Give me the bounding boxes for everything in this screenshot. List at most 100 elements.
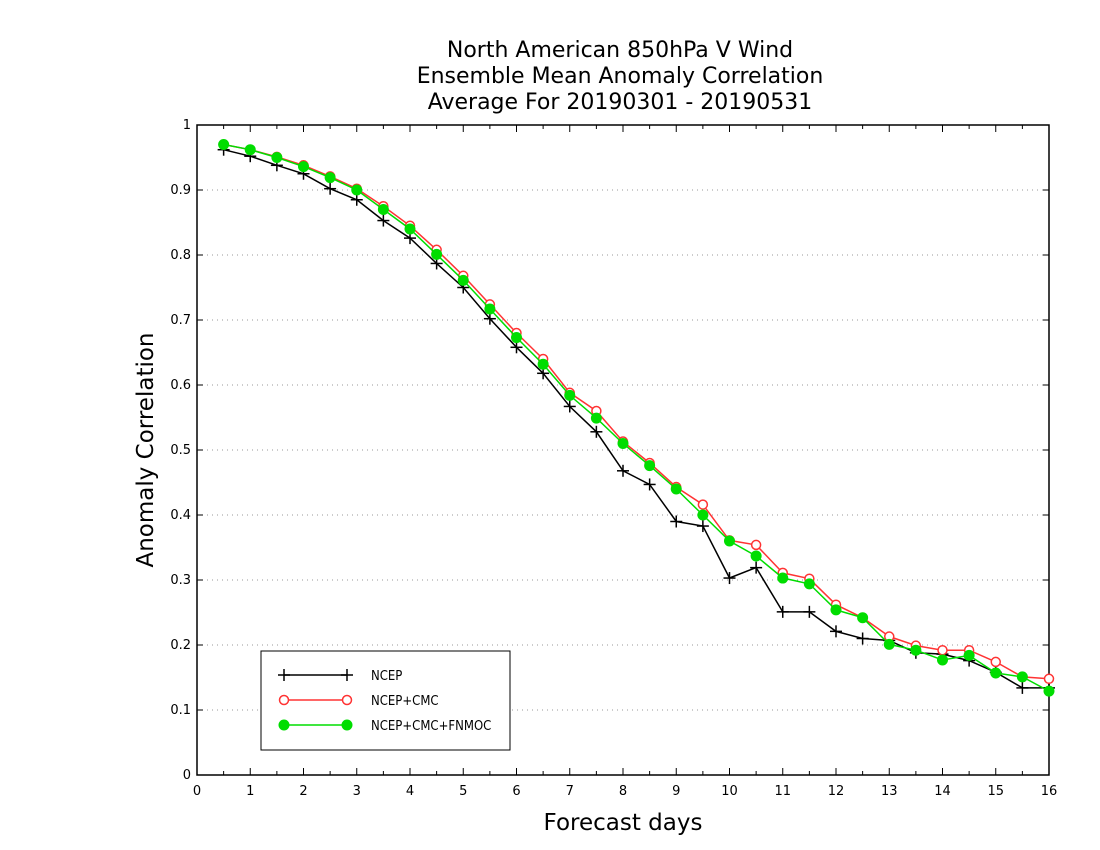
data-point-ncep-cmc-fnmoc: [883, 638, 895, 650]
data-point-ncep: [803, 605, 816, 618]
data-point-ncep-cmc-fnmoc: [963, 649, 975, 661]
data-point-ncep: [510, 341, 523, 354]
data-point-ncep-cmc-fnmoc: [750, 550, 762, 562]
legend-item-ncep-cmc: NCEP+CMC: [278, 694, 439, 709]
data-point-ncep-cmc-fnmoc: [937, 654, 948, 666]
y-tick-label: 1: [183, 118, 191, 133]
series-ncep-cmc-fnmoc: [218, 139, 1055, 697]
chart-title-line-3: Average For 20190301 - 20190531: [427, 90, 813, 115]
data-point-ncep: [696, 520, 709, 533]
chart-title-line-1: North American 850hPa V Wind: [446, 38, 794, 63]
legend-marker: [278, 719, 290, 731]
data-point-ncep: [830, 625, 842, 638]
data-point-ncep-cmc-fnmoc: [271, 152, 283, 163]
data-point-ncep-cmc-fnmoc: [644, 460, 656, 472]
data-point-ncep-cmc-fnmoc: [1043, 685, 1055, 697]
x-tick-label: 7: [566, 784, 574, 799]
legend-label: NCEP+CMC+FNMOC: [371, 719, 491, 734]
y-tick-label: 0.8: [170, 248, 191, 263]
data-point-ncep-cmc-fnmoc: [351, 184, 363, 196]
data-point-ncep-cmc-fnmoc: [990, 667, 1002, 679]
data-point-ncep-cmc-fnmoc: [724, 535, 735, 547]
data-point-ncep-cmc-fnmoc: [404, 223, 416, 235]
data-point-ncep: [670, 515, 683, 528]
x-tick-label: 0: [193, 784, 201, 799]
series-line-ncep-cmc-fnmoc: [223, 143, 1050, 692]
series-ncep: [217, 143, 1055, 694]
chart-title-line-2: Ensemble Mean Anomaly Correlation: [416, 64, 824, 89]
y-tick-label: 0: [183, 768, 191, 783]
data-point-ncep-cmc-fnmoc: [590, 412, 602, 424]
y-tick-label: 0.4: [170, 508, 191, 523]
y-tick-label: 0.3: [170, 573, 191, 588]
data-point-ncep-cmc-fnmoc: [697, 509, 709, 521]
legend: NCEP NCEP+CMC NCEP+CMC+FNMOC: [260, 650, 511, 751]
x-tick-label: 12: [828, 784, 845, 799]
x-tick-label: 13: [881, 784, 898, 799]
y-axis-label: Anomaly Correlation: [133, 332, 159, 568]
data-point-ncep: [350, 193, 363, 206]
x-tick-label: 9: [672, 784, 680, 799]
y-tick-label: 0.2: [170, 638, 191, 653]
legend-label: NCEP+CMC: [371, 694, 439, 709]
data-point-ncep-cmc: [990, 656, 1001, 668]
series-line-ncep: [223, 148, 1049, 689]
x-axis-label: Forecast days: [543, 810, 703, 836]
x-tick-label: 3: [353, 784, 361, 799]
data-point-ncep: [563, 400, 576, 413]
data-point-ncep-cmc-fnmoc: [511, 332, 522, 344]
data-point-ncep-cmc-fnmoc: [564, 389, 576, 401]
x-tick-label: 15: [987, 784, 1004, 799]
data-point-ncep-cmc: [1043, 673, 1055, 685]
data-point-ncep-cmc-fnmoc: [1016, 671, 1028, 683]
x-tick-label: 1: [246, 784, 254, 799]
legend-marker: [341, 669, 353, 681]
legend-marker: [278, 694, 290, 706]
legend-label: NCEP: [371, 669, 402, 684]
x-tick-label: 16: [1041, 784, 1058, 799]
data-point-ncep-cmc-fnmoc: [857, 612, 869, 624]
x-tick-label: 14: [934, 784, 951, 799]
data-point-ncep: [1016, 681, 1029, 694]
legend-marker: [278, 669, 290, 681]
data-point-ncep: [776, 605, 789, 618]
y-tick-label: 0.1: [170, 703, 191, 718]
data-point-ncep-cmc-fnmoc: [484, 303, 496, 315]
data-point-ncep: [324, 182, 337, 195]
data-point-ncep-cmc-fnmoc: [803, 578, 815, 590]
y-tick-label: 0.6: [170, 378, 191, 393]
x-tick-label: 10: [721, 784, 738, 799]
data-point-ncep-cmc-fnmoc: [457, 274, 469, 286]
data-point-ncep: [750, 561, 763, 574]
legend-item-ncep-cmc-fnmoc: NCEP+CMC+FNMOC: [278, 719, 491, 734]
data-point-ncep-cmc-fnmoc: [431, 248, 443, 260]
data-point-ncep-cmc-fnmoc: [777, 572, 789, 584]
data-point-ncep: [723, 572, 736, 585]
legend-marker: [341, 719, 353, 731]
data-point-ncep-cmc-fnmoc: [830, 604, 842, 616]
y-tick-label: 0.5: [170, 443, 191, 458]
data-point-ncep-cmc-fnmoc: [617, 438, 629, 449]
x-tick-label: 4: [406, 784, 414, 799]
data-point-ncep-cmc: [937, 644, 948, 656]
data-point-ncep: [643, 478, 656, 491]
data-point-ncep: [483, 312, 496, 325]
data-point-ncep: [856, 632, 869, 645]
data-point-ncep-cmc-fnmoc: [537, 358, 549, 370]
data-point-ncep-cmc-fnmoc: [218, 139, 230, 150]
legend-marker: [341, 694, 353, 706]
data-point-ncep-cmc-fnmoc: [670, 483, 682, 495]
data-point-ncep-cmc: [697, 499, 709, 510]
data-point-ncep: [590, 425, 603, 438]
x-tick-label: 8: [619, 784, 627, 799]
legend-item-ncep: NCEP: [278, 669, 402, 684]
x-tick-label: 2: [299, 784, 307, 799]
data-point-ncep-cmc-fnmoc: [244, 144, 256, 156]
x-tick-label: 5: [459, 784, 467, 799]
series-ncep-cmc: [218, 139, 1055, 685]
series-line-ncep-cmc: [223, 143, 1050, 680]
data-point-ncep: [377, 214, 390, 227]
data-point-ncep-cmc-fnmoc: [910, 644, 922, 656]
y-tick-label: 0.9: [170, 183, 191, 198]
